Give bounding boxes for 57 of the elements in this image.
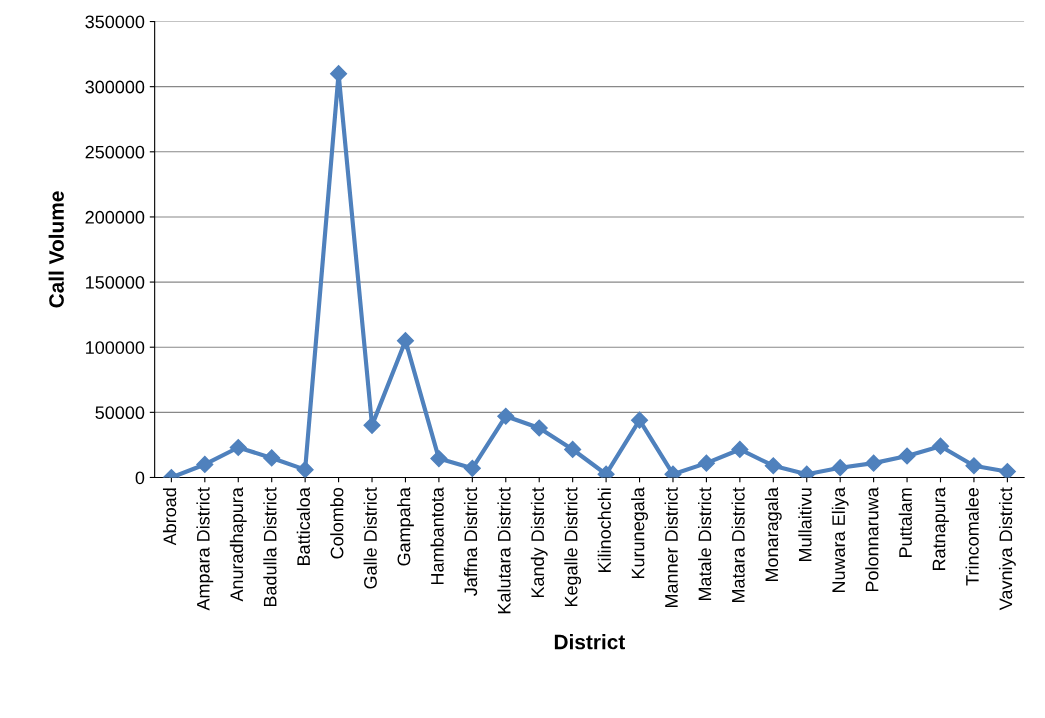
x-tick-label: Hambantota — [430, 487, 444, 585]
x-axis-title: District — [554, 634, 626, 650]
x-tick-label: Kandy District — [530, 487, 548, 598]
x-tick-label: Kegalle District — [564, 487, 582, 607]
x-tick-label: Colombo — [330, 487, 344, 559]
x-tick-label: Manner District — [664, 487, 678, 608]
point — [430, 450, 448, 468]
y-tick-label: 0 — [135, 471, 145, 485]
x-tick-label: Monaragala — [764, 487, 782, 582]
y-axis-title: Call Volume — [48, 191, 64, 308]
y-tick-label: 250000 — [85, 145, 145, 159]
x-tick-label: Gampaha — [397, 487, 414, 566]
point — [196, 455, 214, 473]
point — [931, 437, 950, 455]
point — [630, 411, 649, 429]
point — [564, 440, 582, 459]
point — [396, 332, 415, 350]
point — [998, 463, 1016, 478]
x-tick-label: Nuwara Eliya — [831, 487, 849, 593]
x-tick-label: Batticaloa — [296, 487, 310, 565]
x-tick-label: Anuradhapura — [229, 487, 247, 602]
x-tick-label: Badulla District — [263, 487, 277, 607]
x-tick-label: Ratnapura — [932, 487, 949, 571]
point — [363, 416, 381, 434]
point — [697, 454, 715, 472]
x-tick-label: Mullaitivu — [798, 488, 812, 561]
x-tick-label: Kilinochchi — [597, 488, 611, 573]
y-tick-label: 350000 — [85, 15, 145, 29]
y-tick-label: 100000 — [86, 341, 145, 354]
x-tick-label: Puttalam — [898, 488, 912, 557]
point — [731, 440, 749, 459]
x-tick-label: Trincomalee — [965, 487, 979, 586]
x-tick-label: Matara District — [731, 487, 745, 603]
point — [898, 447, 916, 465]
x-tick-label: Vavniya District — [998, 487, 1016, 611]
x-tick-label: Abroad — [162, 488, 177, 546]
x-tick-label: Kurunegala — [631, 487, 648, 579]
x-tick-label: Matale District — [698, 487, 712, 601]
point — [263, 449, 281, 467]
x-tick-label: Galle District — [363, 487, 377, 589]
x-tick-label: Jaffna District — [463, 487, 478, 596]
y-tick-label: 50000 — [95, 406, 145, 420]
point — [229, 438, 247, 457]
point — [497, 407, 515, 425]
y-tick-label: 200000 — [85, 210, 145, 224]
point — [296, 461, 314, 478]
point — [865, 454, 883, 472]
y-tick-label: 300000 — [85, 80, 145, 94]
point — [530, 419, 548, 437]
y-tick-label: 150000 — [86, 276, 145, 289]
x-tick-label: Ampara District — [196, 487, 214, 611]
point — [764, 457, 782, 475]
point — [831, 459, 849, 477]
x-tick-label: Kalutara District — [497, 487, 511, 614]
x-tick-label: Polonnaruwa — [865, 487, 879, 592]
point — [463, 459, 481, 477]
point — [965, 457, 983, 475]
